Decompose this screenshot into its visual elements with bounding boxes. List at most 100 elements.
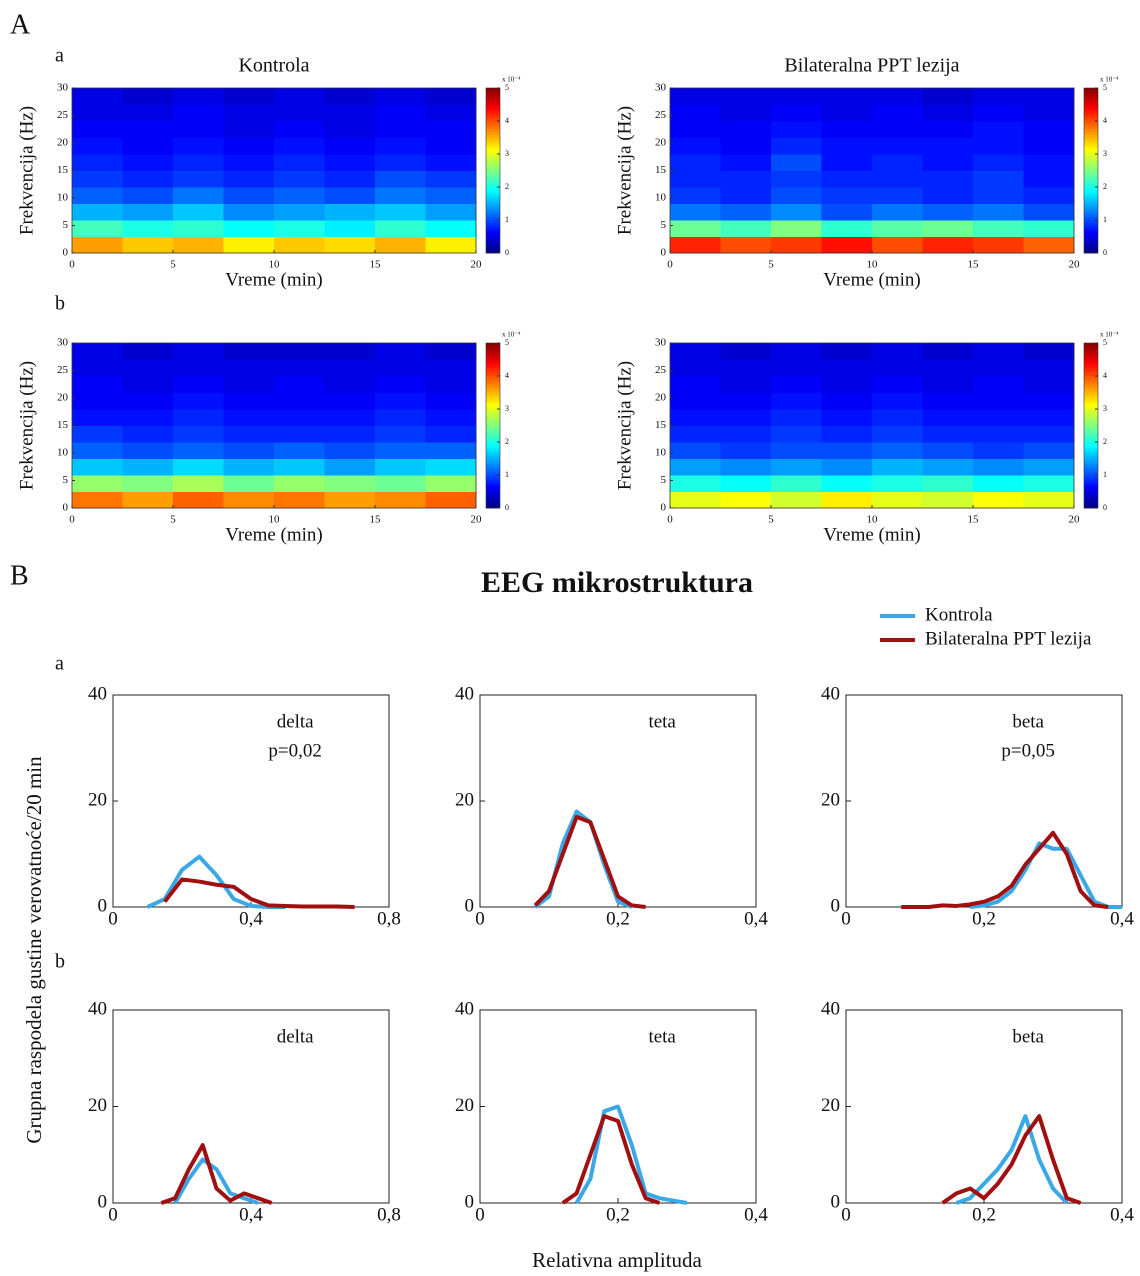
colorbar-swatch — [486, 398, 500, 402]
colorbar-swatch — [486, 469, 500, 473]
colorbar-swatch — [1084, 225, 1098, 229]
x-tick-label: 0 — [108, 908, 118, 929]
heatmap-cell — [223, 475, 275, 492]
heatmap-cell — [973, 376, 1024, 393]
heatmap-cell — [872, 343, 923, 360]
heatmap-cell — [375, 458, 426, 476]
heatmap-cell — [720, 154, 772, 171]
heatmap-cell — [821, 154, 873, 171]
y-tick-label: 0 — [661, 247, 667, 259]
colorbar-swatch — [486, 206, 500, 210]
colorbar-swatch — [1084, 154, 1098, 158]
heatmap-cell — [720, 491, 772, 509]
series-line — [160, 1143, 273, 1205]
colorbar-swatch — [486, 107, 500, 111]
x-tick-label: 0,4 — [1110, 1204, 1134, 1225]
colorbar-swatch — [1084, 486, 1098, 490]
colorbar-swatch — [1084, 148, 1098, 152]
heatmap-cell — [771, 343, 822, 360]
x-tick-label: 0,4 — [1110, 908, 1134, 929]
colorbar-swatch — [486, 134, 500, 138]
colorbar-swatch — [486, 400, 500, 404]
heatmap-cell — [274, 376, 325, 393]
colorbar-swatch — [486, 491, 500, 495]
heatmap-cell — [821, 409, 873, 426]
heatmap-cell — [173, 170, 224, 188]
colorbar-swatch — [486, 370, 500, 374]
heatmap-cell — [821, 343, 873, 360]
heatmap-cell — [223, 121, 275, 138]
heatmap-cell — [771, 458, 822, 476]
heatmap-cell — [122, 220, 174, 237]
heatmap-cell — [122, 88, 174, 105]
heatmap-cell — [670, 425, 721, 443]
y-tick-label: 40 — [88, 998, 107, 1019]
colorbar-swatch — [486, 228, 500, 232]
heatmap-cell — [425, 458, 477, 476]
colorbar-swatch — [1084, 406, 1098, 410]
colorbar-swatch — [1084, 398, 1098, 402]
heatmap-cell — [1023, 491, 1075, 509]
x-tick-label: 0,2 — [972, 1204, 996, 1225]
colorbar-swatch — [1084, 151, 1098, 155]
heatmap-cell — [922, 121, 974, 138]
heatmap-cell — [223, 343, 275, 360]
y-tick-label: 20 — [88, 1095, 107, 1116]
colorbar-swatch — [486, 96, 500, 100]
colorbar-swatch — [1084, 370, 1098, 374]
heatmap-cell — [922, 88, 974, 105]
colorbar-swatch — [1084, 414, 1098, 418]
colorbar-swatch — [486, 480, 500, 484]
colorbar-swatch — [1084, 343, 1098, 347]
colorbar-tick-label: 2 — [505, 182, 509, 191]
heatmap-cell — [720, 442, 772, 459]
colorbar-swatch — [486, 198, 500, 202]
colorbar-swatch — [1084, 464, 1098, 468]
heatmap-cell — [173, 409, 224, 426]
heatmap-cell — [425, 475, 477, 492]
colorbar-swatch — [1084, 132, 1098, 136]
colorbar-swatch — [1084, 184, 1098, 188]
heatmap-cell — [872, 236, 923, 254]
heatmap-cell — [720, 392, 772, 410]
heatmap-cell — [425, 392, 477, 410]
colorbar-swatch — [1084, 247, 1098, 251]
colorbar-swatch — [1084, 392, 1098, 396]
colorbar-swatch — [486, 192, 500, 196]
heatmap-cell — [223, 236, 275, 254]
heatmap-cell — [872, 442, 923, 459]
heatmap-cell — [973, 121, 1024, 138]
colorbar-swatch — [1084, 192, 1098, 196]
colorbar-swatch — [1084, 101, 1098, 105]
heatmap-cell — [122, 359, 174, 377]
colorbar-swatch — [486, 123, 500, 127]
heatmap-cell — [425, 121, 477, 138]
heatmap-cell — [821, 392, 873, 410]
heatmap-cell — [324, 392, 376, 410]
colorbar-swatch — [1084, 365, 1098, 369]
heatmap-cell — [223, 458, 275, 476]
colorbar-swatch — [1084, 480, 1098, 484]
heatmap-cell — [425, 220, 477, 237]
y-tick-label: 20 — [57, 392, 69, 404]
heatmap-cell — [72, 170, 123, 188]
heatmap-cell — [872, 203, 923, 221]
colorbar-label: x 10⁻⁴ — [1100, 76, 1119, 84]
series-line — [533, 814, 646, 909]
heatmap-cell — [72, 442, 123, 459]
row-label: a — [55, 45, 64, 67]
y-tick-label: 5 — [63, 474, 69, 486]
colorbar-swatch — [1084, 231, 1098, 235]
colorbar-swatch — [486, 225, 500, 229]
colorbar-swatch — [486, 151, 500, 155]
x-tick-label: 0 — [69, 514, 75, 526]
heatmap-cell — [720, 220, 772, 237]
heatmap-cell — [425, 343, 477, 360]
colorbar-swatch — [486, 195, 500, 199]
colorbar-swatch — [1084, 461, 1098, 465]
heatmap-cell — [375, 475, 426, 492]
x-tick-label: 5 — [768, 259, 774, 271]
x-tick-label: 5 — [768, 514, 774, 526]
colorbar-swatch — [1084, 417, 1098, 421]
colorbar-tick-label: 0 — [1103, 248, 1107, 257]
